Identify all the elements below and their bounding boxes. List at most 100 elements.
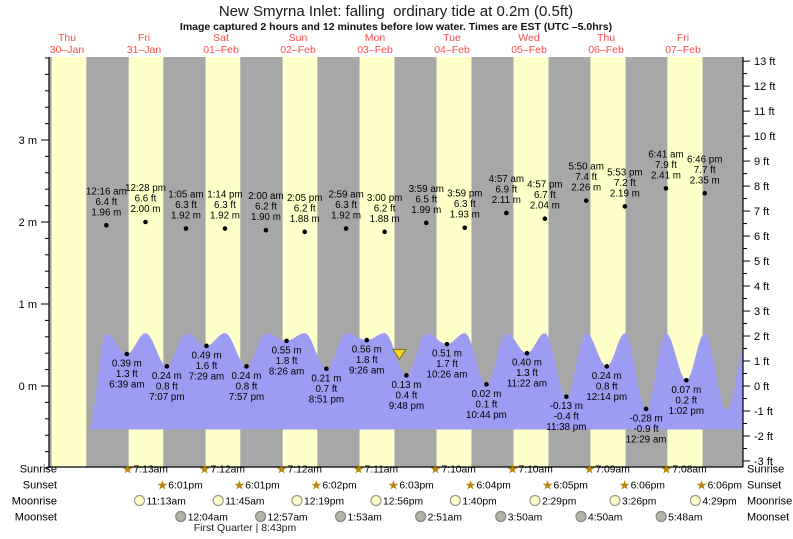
low-tide-label: 0.39 m — [112, 359, 142, 370]
moonset-time: 1:53am — [348, 513, 382, 524]
low-tide-label: 0.8 ft — [156, 381, 178, 392]
low-tide-label: 8:26 am — [269, 366, 304, 377]
high-tide-label: 2.41 m — [651, 170, 681, 181]
high-tide-label: 2:00 am — [248, 191, 283, 202]
sunrise-time: 7:10am — [518, 465, 552, 476]
day-label: Fri — [138, 32, 150, 44]
low-tide-label: -0.28 m — [629, 413, 662, 424]
high-tide-dot — [462, 225, 468, 231]
high-tide-label: 5:50 am — [569, 162, 604, 173]
high-tide-label: 2:59 am — [328, 190, 363, 201]
right-axis-label: 8 ft — [754, 181, 769, 193]
moonrise-time: 4:29pm — [702, 497, 736, 508]
day-label: Sun — [289, 32, 308, 44]
astro-row-label-left: Sunset — [23, 480, 57, 492]
high-tide-label: 2.00 m — [131, 204, 161, 215]
low-tide-label: 0.55 m — [272, 345, 302, 356]
right-axis-label: 3 ft — [754, 306, 769, 318]
moonrise-circle-icon — [133, 494, 146, 507]
daylight-band — [51, 57, 87, 467]
sunset-star-icon: ★ — [619, 478, 631, 493]
low-tide-label: 0.24 m — [152, 371, 182, 382]
high-tide-label: 1.99 m — [411, 205, 441, 216]
high-tide-label: 5:53 pm — [607, 167, 642, 178]
moonrise-time: 3:26pm — [622, 497, 656, 508]
low-tide-dot — [404, 373, 409, 378]
low-tide-dot — [124, 351, 130, 357]
low-tide-label: 0.1 ft — [476, 399, 498, 410]
right-axis-label: 4 ft — [754, 281, 769, 293]
sunset-time: 6:06pm — [631, 481, 665, 492]
right-axis-label: 7 ft — [754, 206, 769, 218]
moonset-time: 5:48am — [668, 513, 702, 524]
low-tide-label: 0.4 ft — [396, 390, 418, 401]
sunrise-time: 7:11am — [365, 465, 399, 476]
low-tide-label: 1.3 ft — [516, 368, 538, 379]
low-tide-label: 7:29 am — [189, 371, 224, 382]
high-tide-label: 6.3 ft — [335, 200, 357, 211]
moonrise-time: 12:19pm — [304, 497, 344, 508]
low-tide-dot — [684, 377, 689, 383]
high-tide-label: 6.9 ft — [495, 184, 517, 195]
high-tide-label: 12:16 am — [86, 186, 127, 197]
low-tide-dot — [484, 382, 489, 387]
sunrise-time: 7:08am — [672, 465, 706, 476]
moonrise-circle-icon — [370, 494, 382, 507]
sunrise-star-icon: ★ — [661, 462, 673, 477]
day-label: Sat — [213, 32, 229, 44]
high-tide-dot — [104, 222, 109, 228]
low-tide-label: 1:02 pm — [669, 406, 704, 417]
low-tide-label: 0.51 m — [432, 349, 462, 360]
high-tide-label: 1.93 m — [450, 210, 480, 221]
moonrise-circle-icon — [291, 494, 303, 507]
high-tide-label: 3:00 pm — [367, 193, 402, 204]
low-tide-label: 1.7 ft — [436, 359, 458, 370]
moonset-circle-icon — [334, 510, 347, 523]
low-tide-dot — [244, 364, 249, 369]
moonrise-time: 2:29pm — [542, 497, 576, 508]
high-tide-label: 1.90 m — [251, 212, 281, 223]
low-tide-label: 9:48 pm — [389, 401, 424, 412]
sunset-star-icon: ★ — [388, 478, 400, 493]
high-tide-label: 2.26 m — [571, 183, 601, 194]
high-tide-label: 3:59 pm — [447, 189, 482, 200]
chart-title: New Smyrna Inlet: falling ordinary tide … — [218, 3, 574, 20]
day-label-date: 07–Feb — [665, 44, 701, 56]
left-axis-label: 0 m — [19, 381, 37, 393]
day-label-date: 04–Feb — [434, 44, 470, 56]
high-tide-label: 7.7 ft — [694, 165, 716, 176]
high-tide-label: 3:59 am — [409, 184, 444, 195]
high-tide-dot — [343, 226, 349, 231]
low-tide-dot — [164, 364, 170, 369]
left-axis-label: 1 m — [19, 299, 37, 311]
sunrise-star-icon: ★ — [430, 462, 442, 477]
high-tide-dot — [263, 227, 269, 233]
high-tide-label: 7.9 ft — [655, 160, 677, 171]
high-tide-dot — [222, 226, 228, 231]
sunrise-time: 7:12am — [288, 465, 322, 476]
day-label: Mon — [365, 32, 386, 44]
high-tide-dot — [542, 216, 548, 222]
high-tide-dot — [143, 219, 148, 225]
low-tide-label: 9:26 am — [349, 366, 384, 377]
low-tide-label: 0.8 ft — [596, 381, 618, 392]
moonset-circle-icon — [175, 510, 187, 523]
right-axis-label: 0 ft — [754, 381, 769, 393]
sunrise-time: 7:09am — [595, 465, 629, 476]
moonrise-time: 1:40pm — [462, 497, 496, 508]
right-axis-label: 11 ft — [754, 106, 775, 118]
right-axis-label: 9 ft — [754, 156, 769, 168]
low-tide-label: 10:44 pm — [466, 410, 507, 421]
day-label-date: 31–Jan — [127, 44, 162, 56]
high-tide-label: 6.5 ft — [415, 194, 437, 205]
sunrise-time: 7:10am — [441, 465, 475, 476]
low-tide-label: 7:57 pm — [229, 392, 264, 403]
low-tide-label: 10:26 am — [427, 370, 468, 381]
day-label: Wed — [518, 32, 540, 44]
low-tide-label: 1.3 ft — [116, 369, 138, 380]
moonrise-circle-icon — [609, 494, 621, 507]
low-tide-label: 11:22 am — [507, 379, 547, 390]
high-tide-dot — [504, 210, 509, 216]
right-axis-label: 12 ft — [754, 81, 775, 93]
